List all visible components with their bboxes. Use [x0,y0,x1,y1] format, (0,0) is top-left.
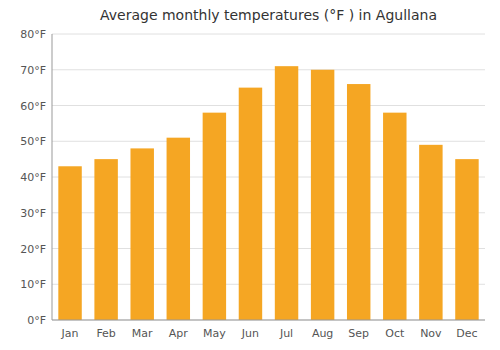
chart-container: Average monthly temperatures (°F ) in Ag… [0,0,500,350]
grid [52,34,485,320]
y-tick-label: 80°F [20,28,46,41]
grid-line [52,320,485,321]
y-tick-label: 50°F [20,135,46,148]
grid-line [52,69,485,70]
x-tick-label: Jan [61,327,79,340]
y-tick-label: 0°F [27,314,46,327]
grid-line [52,141,485,142]
x-axis: Jan Feb Mar Apr May Jun Jul Aug Sep Oct Nov Dec [61,327,478,340]
x-tick-label: Nov [420,327,442,340]
y-tick-label: 20°F [20,243,46,256]
bar [275,66,298,320]
x-tick-label: Oct [385,327,405,340]
x-tick-label: Aug [312,327,333,340]
y-tick-label: 40°F [20,171,46,184]
chart-svg: Average monthly temperatures (°F ) in Ag… [0,0,500,350]
bars [58,66,478,320]
grid-line [52,105,485,106]
x-tick-label: Mar [132,327,153,340]
bar [58,166,81,320]
bar [347,84,370,320]
x-tick-label: Sep [348,327,369,340]
bar [94,159,117,320]
x-tick-label: May [203,327,226,340]
y-axis-line [52,34,53,320]
y-tick-label: 10°F [20,278,46,291]
bar [311,70,334,320]
x-axis-line [52,320,485,321]
bar [383,113,406,320]
chart-title: Average monthly temperatures (°F ) in Ag… [100,7,437,23]
bar [130,148,153,320]
x-tick-label: Jun [241,327,259,340]
y-axis: 0°F 10°F 20°F 30°F 40°F 50°F 60°F 70°F 80°F [20,28,46,327]
y-tick-label: 30°F [20,207,46,220]
bar [239,88,262,320]
y-tick-label: 70°F [20,64,46,77]
x-tick-label: Apr [169,327,189,340]
x-tick-label: Jul [279,327,293,340]
y-tick-label: 60°F [20,100,46,113]
bar [419,145,442,320]
bar [167,138,190,320]
x-tick-label: Dec [456,327,477,340]
bar [455,159,478,320]
x-tick-label: Feb [96,327,115,340]
grid-line [52,34,485,35]
bar [203,113,226,320]
